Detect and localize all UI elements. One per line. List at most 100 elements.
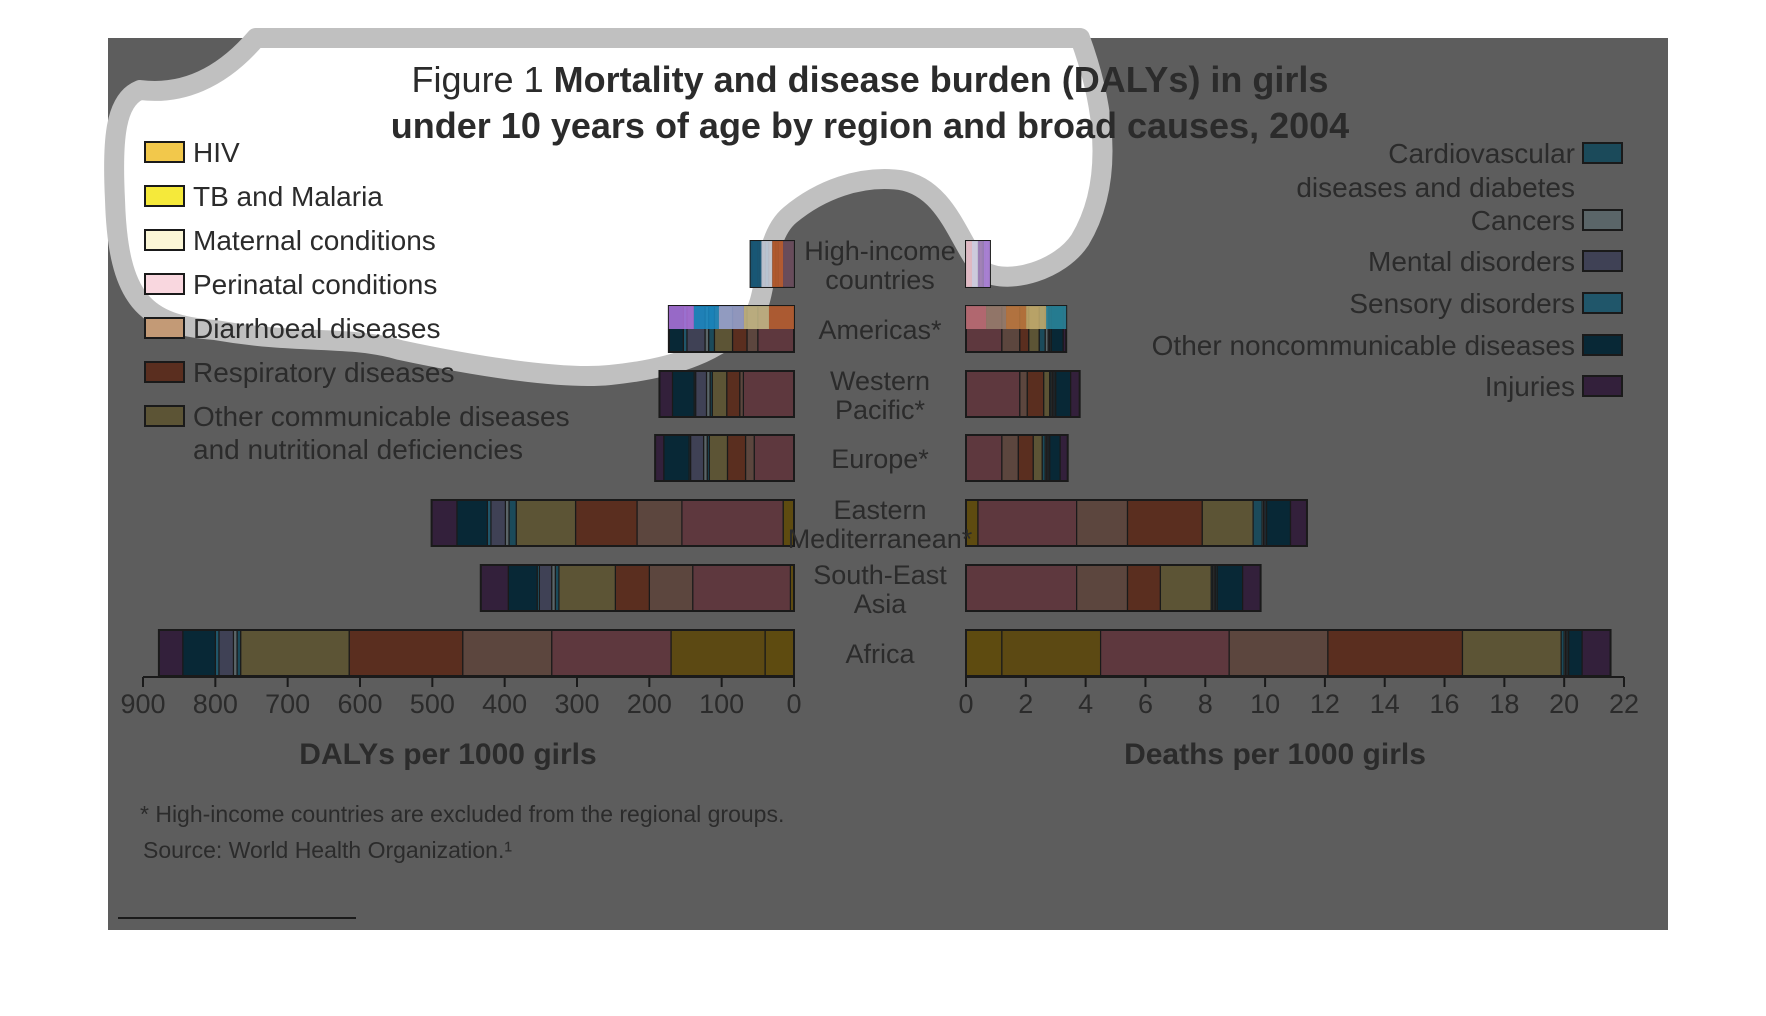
figure-title-main: Mortality and disease burden (DALYs) in … — [554, 59, 1329, 100]
dalys-bar-r5-s11 — [507, 564, 538, 612]
dalys-bar-r6-s1 — [670, 629, 766, 677]
dalys-bar-highlight-r0-2 — [772, 241, 784, 287]
dalys-bar-r3-s5 — [726, 434, 747, 482]
dalys-bar-r3-s11 — [663, 434, 690, 482]
dalys-tick-label-6: 300 — [554, 689, 599, 719]
chart-dalys: 900 800 700 600 500 400 300 200 100 0 — [120, 240, 802, 719]
dalys-bar-r4-s7 — [508, 499, 517, 547]
deaths-bar-outline-r2 — [965, 370, 1081, 418]
dalys-bar-r4-s9 — [490, 499, 506, 547]
dalys-bar-outline-r2 — [658, 370, 796, 418]
legend-left: HIV TB and Malaria Maternal conditions Peri… — [144, 137, 570, 465]
region-label-2-line2: Pacific* — [835, 395, 926, 425]
dalys-bar-outline-r3 — [654, 434, 795, 482]
dalys-bar-r4-s6 — [515, 499, 577, 547]
figure-title-line2: under 10 years of age by region and broa… — [391, 105, 1349, 146]
dalys-bar-r5-s4 — [648, 564, 694, 612]
footnote: * High-income countries are excluded fro… — [140, 801, 784, 827]
dalys-bar-r6-s12 — [158, 629, 184, 677]
dalys-bar-highlight-r0-1 — [761, 241, 773, 287]
legend-swatch-left-6 — [144, 405, 185, 427]
dalys-bar-r6-s6 — [240, 629, 350, 677]
legend-swatch-right-3 — [1582, 292, 1623, 314]
dalys-tick-label-1: 800 — [193, 689, 238, 719]
dalys-bar-r4-s12 — [431, 499, 458, 547]
source-note: Source: World Health Organization.¹ — [143, 837, 512, 863]
deaths-bar-r3-s11 — [1049, 434, 1061, 482]
deaths-tick-label-0: 0 — [958, 689, 973, 719]
legend-swatch-left-4 — [144, 317, 185, 339]
deaths-bar-r2-s6 — [1043, 370, 1051, 418]
deaths-bar-r4-s7 — [1252, 499, 1263, 547]
dalys-bar-outline-r5 — [479, 564, 795, 612]
overlay-squiggle — [104, 28, 1113, 386]
dalys-bar-highlight-r1-2 — [718, 306, 744, 329]
dalys-bar-r5-s5 — [614, 564, 650, 612]
deaths-bar-r3-s5 — [1017, 434, 1034, 482]
deaths-bar-r4-s4 — [1076, 499, 1129, 547]
dalys-tick-label-2: 700 — [265, 689, 310, 719]
deaths-bar-r3-s4 — [1001, 434, 1019, 482]
dalys-bar-r3-s6 — [708, 434, 729, 482]
chart-deaths: 0 2 4 6 8 10 12 14 16 18 20 22 — [958, 240, 1639, 719]
region-label-4-line2: Mediterranean* — [788, 524, 973, 554]
dalys-tick-label-7: 200 — [627, 689, 672, 719]
deaths-axis-title: Deaths per 1000 girls — [1124, 738, 1426, 771]
legend-label-left-3: Perinatal conditions — [193, 269, 437, 300]
deaths-bar-r4-s6 — [1201, 499, 1254, 547]
dalys-bar-r6-s9 — [218, 629, 235, 677]
deaths-bar-r2-s3 — [965, 370, 1021, 418]
dalys-tick-label-8: 100 — [699, 689, 744, 719]
legend-swatch-left-2 — [144, 229, 185, 251]
region-label-0-line2: countries — [825, 265, 935, 295]
deaths-bar-r6-s6 — [1461, 629, 1562, 677]
deaths-bar-r6-s12 — [1581, 629, 1612, 677]
legend-swatch-right-4 — [1582, 334, 1623, 356]
deaths-bar-highlight-r1-4 — [1046, 306, 1067, 329]
deaths-bar-r6-s11 — [1568, 629, 1583, 677]
dalys-bar-highlight-r0-0 — [750, 241, 762, 287]
legend-label-left-6: Other communicable diseases — [193, 401, 570, 432]
deaths-tick-label-4: 8 — [1198, 689, 1213, 719]
legend-swatch-right-0 — [1582, 142, 1623, 164]
legend-label-left-4: Diarrhoeal diseases — [193, 313, 440, 344]
dalys-bar-r5-s12 — [480, 564, 509, 612]
dalys-bar-r3-s9 — [689, 434, 705, 482]
deaths-tick-label-10: 20 — [1549, 689, 1579, 719]
dalys-bar-r2-s11 — [671, 370, 695, 418]
dalys-bar-r6-s5 — [348, 629, 464, 677]
deaths-bar-r2-s11 — [1055, 370, 1072, 418]
region-label-5-line2: Asia — [854, 589, 908, 619]
dalys-bar-r5-s6 — [558, 564, 616, 612]
dalys-bar-r5-s9 — [538, 564, 553, 612]
deaths-bar-r3-s6 — [1032, 434, 1043, 482]
region-label-4: Eastern — [833, 495, 926, 525]
dalys-bar-r4-s11 — [456, 499, 488, 547]
legend-label-left-1: TB and Malaria — [193, 181, 383, 212]
dalys-bar-outline-r4 — [430, 499, 795, 547]
deaths-bar-r2-s5 — [1026, 370, 1045, 418]
region-label-0: High-income — [804, 236, 956, 266]
deaths-bar-r5-s6 — [1159, 564, 1212, 612]
dalys-bar-highlight-r0-3 — [783, 241, 794, 287]
legend-swatch-right-5 — [1582, 375, 1623, 397]
deaths-tick-label-5: 10 — [1250, 689, 1280, 719]
deaths-bar-highlight-r1-2 — [1006, 306, 1027, 329]
legend-label-right-1: Cancers — [1471, 205, 1575, 236]
deaths-bar-highlight-r0-1 — [971, 241, 978, 287]
deaths-bar-r4-s11 — [1265, 499, 1292, 547]
figure-title-line1: Figure 1 Mortality and disease burden (D… — [412, 59, 1329, 100]
dalys-bar-r2-s6 — [711, 370, 728, 418]
legend-label-right-0: Cardiovascular — [1388, 138, 1575, 169]
deaths-bar-r2-s4 — [1019, 370, 1028, 418]
dalys-bar-r4-s4 — [636, 499, 683, 547]
region-label-5: South-East — [813, 560, 947, 590]
legend-label-right-2: Mental disorders — [1368, 246, 1575, 277]
deaths-tick-label-1: 2 — [1018, 689, 1033, 719]
deaths-tick-label-8: 16 — [1430, 689, 1460, 719]
deaths-bar-highlight-r0-3 — [983, 241, 990, 287]
legend-label-right-4: Other noncommunicable diseases — [1152, 330, 1575, 361]
deaths-bar-r6-s0 — [965, 629, 1003, 677]
deaths-tick-label-9: 18 — [1489, 689, 1519, 719]
